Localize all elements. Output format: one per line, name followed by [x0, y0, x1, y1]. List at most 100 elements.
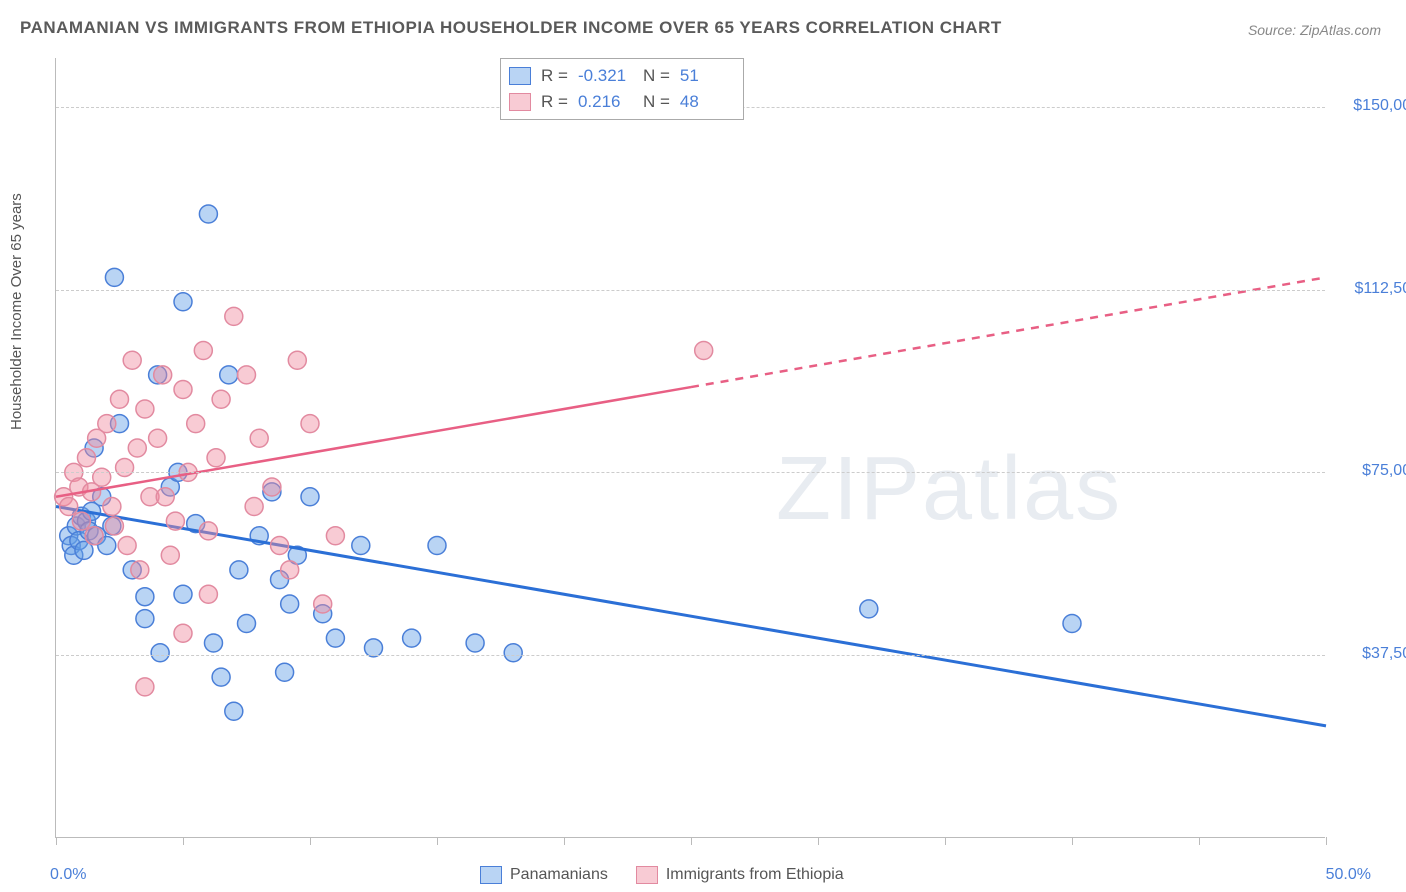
- data-point: [77, 449, 95, 467]
- x-tick: [1072, 837, 1073, 845]
- stat-n-label: N =: [643, 89, 670, 115]
- data-point: [136, 610, 154, 628]
- data-point: [326, 629, 344, 647]
- data-point: [1063, 615, 1081, 633]
- stats-legend-box: R = -0.321 N = 51 R = 0.216 N = 48: [500, 58, 744, 120]
- data-point: [161, 546, 179, 564]
- data-point: [301, 415, 319, 433]
- data-point: [504, 644, 522, 662]
- source-attribution: Source: ZipAtlas.com: [1248, 22, 1381, 38]
- legend-item-ethiopia: Immigrants from Ethiopia: [636, 866, 844, 884]
- y-axis-label: Householder Income Over 65 years: [8, 193, 25, 430]
- data-point: [403, 629, 421, 647]
- data-point: [428, 537, 446, 555]
- data-point: [352, 537, 370, 555]
- data-point: [365, 639, 383, 657]
- data-point: [103, 498, 121, 516]
- stat-r-value-2: 0.216: [578, 89, 633, 115]
- stat-r-label: R =: [541, 89, 568, 115]
- chart-svg: [56, 58, 1325, 837]
- data-point: [149, 429, 167, 447]
- data-point: [166, 512, 184, 530]
- x-tick: [945, 837, 946, 845]
- stat-n-value-1: 51: [680, 63, 735, 89]
- data-point: [245, 498, 263, 516]
- data-point: [207, 449, 225, 467]
- data-point: [695, 342, 713, 360]
- data-point: [238, 615, 256, 633]
- data-point: [238, 366, 256, 384]
- data-point: [60, 498, 78, 516]
- regression-line-dashed: [691, 277, 1326, 387]
- data-point: [111, 390, 129, 408]
- data-point: [72, 512, 90, 530]
- data-point: [860, 600, 878, 618]
- data-point: [156, 488, 174, 506]
- gridline-h: [56, 290, 1325, 291]
- data-point: [123, 351, 141, 369]
- data-point: [199, 585, 217, 603]
- data-point: [250, 429, 268, 447]
- data-point: [187, 415, 205, 433]
- data-point: [154, 366, 172, 384]
- data-point: [194, 342, 212, 360]
- x-tick: [564, 837, 565, 845]
- x-tick: [1199, 837, 1200, 845]
- gridline-h: [56, 472, 1325, 473]
- y-tick-label: $75,000: [1330, 462, 1406, 480]
- data-point: [326, 527, 344, 545]
- x-tick: [437, 837, 438, 845]
- data-point: [136, 400, 154, 418]
- x-tick: [818, 837, 819, 845]
- stat-n-label: N =: [643, 63, 670, 89]
- bottom-legend: Panamanians Immigrants from Ethiopia: [480, 866, 844, 884]
- data-point: [230, 561, 248, 579]
- data-point: [263, 478, 281, 496]
- legend-label: Immigrants from Ethiopia: [666, 866, 844, 884]
- stats-row-ethiopia: R = 0.216 N = 48: [509, 89, 735, 115]
- data-point: [281, 595, 299, 613]
- legend-label: Panamanians: [510, 866, 608, 884]
- data-point: [174, 624, 192, 642]
- data-point: [136, 678, 154, 696]
- data-point: [466, 634, 484, 652]
- x-tick: [183, 837, 184, 845]
- data-point: [174, 585, 192, 603]
- data-point: [199, 205, 217, 223]
- x-axis-max-label: 50.0%: [1326, 866, 1371, 884]
- x-axis-min-label: 0.0%: [50, 866, 86, 884]
- swatch-pink-icon: [636, 866, 658, 884]
- x-tick: [1326, 837, 1327, 845]
- data-point: [276, 663, 294, 681]
- data-point: [225, 307, 243, 325]
- data-point: [131, 561, 149, 579]
- data-point: [212, 668, 230, 686]
- x-tick: [56, 837, 57, 845]
- data-point: [281, 561, 299, 579]
- swatch-pink-icon: [509, 93, 531, 111]
- y-tick-label: $150,000: [1330, 97, 1406, 115]
- data-point: [199, 522, 217, 540]
- chart-title: PANAMANIAN VS IMMIGRANTS FROM ETHIOPIA H…: [20, 18, 1002, 38]
- x-tick: [310, 837, 311, 845]
- stat-n-value-2: 48: [680, 89, 735, 115]
- data-point: [128, 439, 146, 457]
- data-point: [314, 595, 332, 613]
- data-point: [136, 588, 154, 606]
- x-tick: [691, 837, 692, 845]
- data-point: [225, 702, 243, 720]
- data-point: [174, 293, 192, 311]
- data-point: [105, 268, 123, 286]
- y-tick-label: $112,500: [1330, 280, 1406, 298]
- swatch-blue-icon: [480, 866, 502, 884]
- stat-r-label: R =: [541, 63, 568, 89]
- data-point: [212, 390, 230, 408]
- swatch-blue-icon: [509, 67, 531, 85]
- data-point: [288, 351, 306, 369]
- data-point: [174, 381, 192, 399]
- data-point: [220, 366, 238, 384]
- data-point: [105, 517, 123, 535]
- gridline-h: [56, 655, 1325, 656]
- data-point: [118, 537, 136, 555]
- stats-row-panamanians: R = -0.321 N = 51: [509, 63, 735, 89]
